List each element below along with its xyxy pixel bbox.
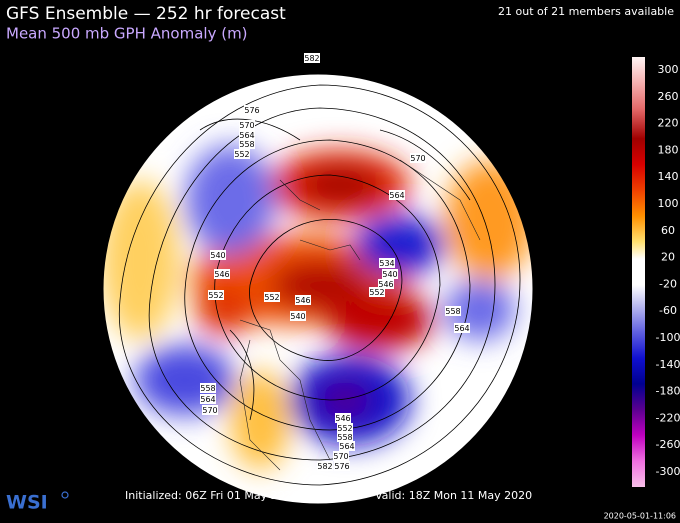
map-disk	[103, 74, 533, 504]
contour-label-box	[295, 295, 311, 305]
contour-label-box	[335, 413, 351, 423]
colorbar-label: -260	[656, 438, 680, 451]
subtitle: Mean 500 mb GPH Anomaly (m)	[6, 25, 248, 43]
colorbar-label: -60	[659, 304, 677, 317]
contour-label-box	[445, 306, 461, 316]
contour-label-box	[202, 405, 218, 415]
contour-label-box	[379, 258, 395, 268]
colorbar-label: -140	[656, 358, 680, 371]
logo: WSI	[6, 492, 48, 514]
contour-label: 534	[379, 259, 394, 268]
contour-label-box	[208, 290, 224, 300]
contour-label: 552	[208, 291, 223, 300]
title: GFS Ensemble — 252 hr forecast	[6, 4, 286, 24]
contour-lines	[118, 84, 521, 486]
contour-label: 552	[234, 150, 249, 159]
contour-label-box	[304, 53, 320, 63]
colorbar-label: 180	[658, 143, 679, 156]
contour-label-box	[337, 423, 353, 433]
colorbar-label: 220	[658, 117, 679, 130]
contour-label-box	[214, 269, 230, 279]
valid-time: Valid: 18Z Mon 11 May 2020	[375, 489, 532, 502]
contour-label: 570	[239, 121, 254, 130]
initialized: Initialized: 06Z Fri 01 May 2020	[125, 489, 299, 502]
contour-label: 564	[239, 131, 254, 140]
contour-label: 564	[339, 442, 354, 451]
contour-label: 552	[337, 424, 352, 433]
contour-label-box	[239, 139, 255, 149]
contour-label: 564	[454, 324, 469, 333]
colorbar-label: -300	[656, 465, 680, 478]
contour-label-box	[239, 120, 255, 130]
contour-label-box	[333, 451, 349, 461]
contour-label-box	[334, 461, 350, 471]
colorbar-label: 60	[661, 224, 675, 237]
contour-label: 570	[202, 406, 217, 415]
contour-label: 552	[264, 293, 279, 302]
timestamp: 2020-05-01-11:06	[604, 512, 676, 521]
contour-label: 540	[382, 270, 397, 279]
contour-label: 558	[200, 384, 215, 393]
contour-label: 546	[335, 414, 350, 423]
contour-label: 558	[239, 140, 254, 149]
contour-label-box	[210, 250, 226, 260]
contour-label-box	[290, 311, 306, 321]
colorbar	[632, 57, 645, 487]
contour-label: 540	[290, 312, 305, 321]
contour-label-box	[378, 279, 394, 289]
contour-label-box	[339, 441, 355, 451]
colorbar-label: -220	[656, 411, 680, 424]
contour-label-box	[389, 190, 405, 200]
colorbar-label: 260	[658, 90, 679, 103]
contour-label-box	[317, 461, 333, 471]
contour-label: 564	[200, 395, 215, 404]
colorbar-labels: 300 260 220 180 140 100 60 20 -20 -60 -100 -140 -180…	[656, 63, 680, 478]
contour-label-box	[410, 153, 426, 163]
contour-label: 552	[369, 288, 384, 297]
contour-label-box	[239, 130, 255, 140]
colorbar-label: -100	[656, 331, 680, 344]
contour-label-box	[200, 383, 216, 393]
colorbar-label: -180	[656, 385, 680, 398]
contour-label: 546	[295, 296, 310, 305]
contour-label: 558	[337, 433, 352, 442]
colorbar-label: 140	[658, 170, 679, 183]
contour-label: 576	[334, 462, 349, 471]
contour-label-box	[337, 432, 353, 442]
members-available: 21 out of 21 members available	[498, 5, 674, 18]
contour-label: 570	[410, 154, 425, 163]
coastlines	[239, 159, 481, 471]
contour-label-box	[264, 292, 280, 302]
colorbar-label: 300	[658, 63, 679, 76]
contour-label-box	[454, 323, 470, 333]
contour-label: 582	[317, 462, 332, 471]
contour-label-box	[382, 269, 398, 279]
logo-mark	[61, 491, 69, 499]
colorbar-label: 20	[661, 251, 675, 264]
contour-label: 546	[214, 270, 229, 279]
contour-label: 576	[244, 106, 259, 115]
contour-label: 582	[304, 54, 319, 63]
contour-label-box	[369, 287, 385, 297]
contour-label: 564	[389, 191, 404, 200]
colorbar-label: 100	[658, 197, 679, 210]
contour-label: 540	[210, 251, 225, 260]
contour-label-box	[244, 105, 260, 115]
map-border	[102, 73, 534, 505]
contour-label: 570	[333, 452, 348, 461]
contour-label: 558	[445, 307, 460, 316]
colorbar-label: -20	[659, 277, 677, 290]
contour-label-box	[234, 149, 250, 159]
contour-label: 546	[378, 280, 393, 289]
contour-label-box	[200, 394, 216, 404]
